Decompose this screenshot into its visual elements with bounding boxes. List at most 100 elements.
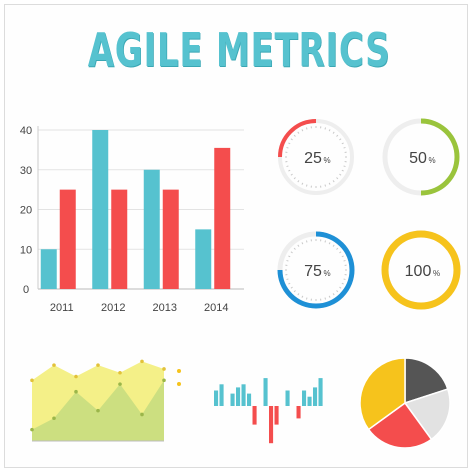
gauge-tick [288,282,291,285]
gauge-tick [305,240,308,243]
gauge-tick [297,131,300,134]
gauge-tick [301,129,304,132]
wave-bar [247,393,252,406]
bar [214,147,231,289]
gauge-value-label: 50 [409,150,427,167]
gauge-tick [332,180,335,183]
gauge-tick [336,247,339,250]
gauge-tick [339,251,342,254]
area-point [96,408,100,413]
gauge-tick [305,297,308,300]
bar [111,189,128,289]
wave-bar [269,406,274,444]
gauge-tick [293,134,296,137]
gauge-tick [324,127,327,130]
gauge-tick [301,295,304,298]
gauge-arc [278,119,317,158]
area-point [30,427,34,432]
gauge-tick [286,146,289,149]
gauge-tick [328,182,331,185]
gauge-tick [336,177,339,180]
bar [92,130,109,289]
gauge-tick [297,293,300,296]
pie-slice [404,357,449,405]
x-tick-label: 2011 [50,302,74,314]
area-point [118,382,122,386]
y-tick-label: 40 [20,125,32,137]
pie-chart [359,357,451,449]
area-point [96,363,100,367]
gauge-tick [293,177,296,180]
gauge-tick [290,173,293,176]
area-point [52,416,56,421]
gauge-tick [288,255,291,258]
bar [59,189,76,289]
y-tick-label: 30 [20,165,32,177]
gauge-tick [328,295,331,298]
bar-chart: 0 10 20 30 40 2011 2012 2013 2014 [20,125,244,314]
gauge-tick [332,293,335,296]
x-tick-label: 2014 [204,302,228,314]
gauge-value-label: 100 [405,263,432,280]
gauge-tick [286,165,289,168]
gauge-tick [332,131,335,134]
wave-bar [252,406,257,425]
area-chart [30,359,181,442]
gauge-value-label: 25 [304,150,322,167]
gauge-tick [324,297,327,300]
wave-bar [236,387,241,406]
gauge-tick [301,182,304,185]
gauge-tick [332,244,335,247]
gauge-unit-label: % [323,269,330,278]
gauge-tick [341,255,344,258]
area-point [140,412,144,417]
gauge: 50% [382,118,460,196]
bar [162,189,179,289]
gauges: 25% 50 %75% 100% [277,118,461,310]
pie-slice [367,401,433,449]
gauge-value-label: 75 [304,263,322,280]
wave-bar [274,406,279,425]
gauge-tick [301,242,304,245]
gauge-tick [341,282,344,285]
area-point [162,367,166,371]
gauge-arc [381,230,461,310]
gauge: 75% [277,231,355,309]
gauge-tick [328,242,331,245]
gauge-unit-label: % [428,156,435,165]
bar [143,169,160,289]
y-tick-label: 10 [20,244,32,256]
gauge-tick [343,259,346,262]
wave-bar [296,406,301,419]
legend-dot [177,382,181,386]
gauge-tick [324,240,327,243]
pie-slice [359,357,406,431]
gauge-tick [336,290,339,293]
gauge-tick [343,165,346,168]
area-point [118,370,122,375]
gauge-tick [339,138,342,141]
gauge-tick [305,127,308,130]
gauge-tick [290,286,293,289]
gauge: 25% [278,119,354,195]
wave-bar [263,378,268,406]
gauge-tick [341,169,344,172]
bar [195,229,212,289]
wave-chart [214,378,323,444]
wave-bar [285,390,290,406]
y-tick-label: 20 [20,205,32,217]
wave-bar [307,396,312,406]
area-point [162,378,166,383]
gauge-unit-label: % [433,269,440,278]
wave-bar [302,390,307,406]
gauge-tick [339,286,342,289]
gauge-tick [343,278,346,281]
legend-dot [177,369,181,373]
gauge-tick [288,142,291,145]
gauge-tick [297,244,300,247]
gauge-tick [286,278,289,281]
wave-bar [230,393,235,406]
gauge-tick [288,169,291,172]
gauge-tick [286,259,289,262]
wave-bar [313,387,318,406]
